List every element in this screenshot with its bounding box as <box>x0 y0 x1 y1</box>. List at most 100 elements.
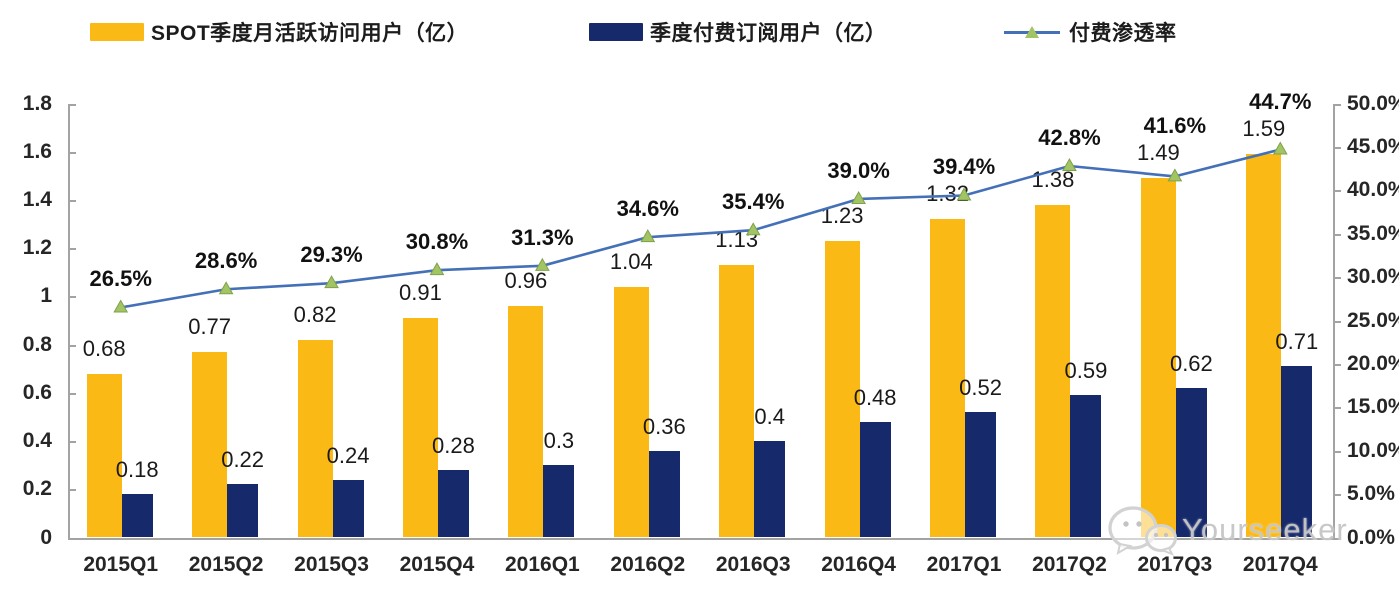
penetration-percent-label: 39.4% <box>932 154 996 180</box>
bar-label-subscribers: 0.59 <box>1064 358 1108 384</box>
x-axis-category-label: 2017Q2 <box>1032 553 1107 576</box>
triangle-marker-icon <box>324 275 339 289</box>
right-axis-tick-label: 50.0% <box>1347 91 1399 115</box>
left-axis-tick <box>68 103 76 106</box>
left-axis-line <box>68 103 70 538</box>
right-axis-tick-label: 40.0% <box>1347 178 1399 202</box>
left-axis-tick <box>68 344 76 347</box>
triangle-marker-icon <box>218 281 234 295</box>
x-axis-category-label: 2015Q1 <box>83 553 159 576</box>
right-axis-tick-label: 45.0% <box>1347 134 1399 158</box>
penetration-percent-label: 31.3% <box>511 224 574 250</box>
penetration-percent-label: 39.0% <box>827 157 890 183</box>
bar-subscribers <box>332 479 364 538</box>
left-axis-tick-label: 0.8 <box>22 332 52 356</box>
bar-mau <box>402 318 438 538</box>
triangle-marker-icon <box>851 190 866 204</box>
penetration-line-swatch <box>1004 23 1060 41</box>
x-axis-category-label: 2016Q2 <box>610 553 686 576</box>
left-axis-tick-label: 1 <box>40 284 52 308</box>
bar-subscribers <box>648 450 680 538</box>
bar-label-mau: 0.96 <box>504 268 548 294</box>
left-axis-tick <box>68 296 76 299</box>
bar-subscribers <box>543 465 575 538</box>
penetration-percent-label: 34.6% <box>616 196 679 222</box>
x-axis-category-label: 2015Q2 <box>188 553 264 576</box>
right-axis-tick <box>1333 494 1341 497</box>
x-axis-line <box>68 537 1335 540</box>
left-axis-tick-label: 0.4 <box>22 429 52 453</box>
bar-subscribers <box>1175 388 1207 538</box>
bar-label-subscribers: 0.62 <box>1169 351 1213 376</box>
legend-item-penetration: 付费渗透率 <box>1004 14 1177 50</box>
bar-subscribers <box>754 441 786 538</box>
x-axis-category-label: 2015Q3 <box>294 553 369 576</box>
penetration-percent-label: 29.3% <box>300 242 363 268</box>
right-axis-tick <box>1333 103 1341 106</box>
bar-label-mau: 1.59 <box>1242 116 1286 142</box>
bar-mau <box>192 351 228 538</box>
mau-legend-swatch <box>90 23 144 41</box>
triangle-marker-icon <box>640 229 656 243</box>
bar-label-mau: 1.49 <box>1136 140 1180 166</box>
legend-label-mau: SPOT季度月活跃访问用户（亿） <box>151 22 469 45</box>
x-axis-category-label: 2016Q1 <box>505 553 580 576</box>
right-axis-tick <box>1333 233 1341 236</box>
left-axis-tick-label: 0.6 <box>22 380 52 404</box>
wechat-icon <box>1108 506 1177 556</box>
right-axis-tick-label: 30.0% <box>1347 265 1399 289</box>
bar-mau <box>719 265 755 538</box>
left-axis-tick-label: 1.8 <box>22 91 52 115</box>
bar-label-mau: 1.04 <box>609 248 653 274</box>
x-axis-category-label: 2015Q4 <box>399 553 475 576</box>
right-axis-tick-label: 15.0% <box>1347 395 1399 419</box>
x-axis-category-label: 2017Q4 <box>1242 553 1318 576</box>
triangle-marker-icon <box>1272 141 1288 155</box>
bar-subscribers <box>227 484 259 538</box>
right-axis-tick-label: 10.0% <box>1347 438 1399 462</box>
bar-label-mau: 0.77 <box>188 313 232 339</box>
bar-label-subscribers: 0.36 <box>642 413 686 439</box>
subscribers-legend-swatch <box>589 23 643 41</box>
bar-label-mau: 1.13 <box>715 227 759 253</box>
right-axis-tick-label: 35.0% <box>1347 221 1399 245</box>
triangle-marker-icon <box>429 262 445 276</box>
right-axis-tick-label: 0.0% <box>1347 525 1395 549</box>
x-axis-category-label: 2017Q1 <box>926 553 1002 576</box>
bar-subscribers <box>121 494 153 538</box>
x-axis-category-label: 2016Q3 <box>715 553 791 576</box>
legend-item-subscribers: 季度付费订阅用户（亿） <box>589 14 887 50</box>
penetration-percent-label: 26.5% <box>89 266 152 292</box>
x-axis-category-label: 2017Q3 <box>1137 553 1213 576</box>
right-axis-tick <box>1333 363 1341 366</box>
legend-label-penetration: 付费渗透率 <box>1069 22 1177 45</box>
bar-label-subscribers: 0.22 <box>221 447 265 473</box>
bar-subscribers <box>965 412 997 538</box>
bar-subscribers <box>859 421 891 538</box>
penetration-percent-label: 28.6% <box>194 248 258 274</box>
bar-label-subscribers: 0.4 <box>754 404 785 430</box>
left-axis-tick <box>68 151 76 154</box>
right-axis-tick-label: 5.0% <box>1347 482 1395 506</box>
right-axis-tick-label: 20.0% <box>1347 351 1399 375</box>
right-axis-tick-label: 25.0% <box>1347 308 1399 332</box>
bar-mau <box>86 373 122 538</box>
bar-subscribers <box>437 469 469 538</box>
legend-triangle-marker-icon <box>1025 26 1039 38</box>
left-axis-tick <box>68 441 76 444</box>
left-axis-tick-label: 1.2 <box>22 236 52 260</box>
left-axis-tick-label: 0 <box>40 525 52 549</box>
triangle-marker-icon <box>113 299 129 313</box>
watermark: Yourseeker <box>1106 503 1348 557</box>
left-axis-tick <box>68 199 76 202</box>
left-axis-tick-label: 0.2 <box>22 477 52 501</box>
bar-subscribers <box>1070 395 1102 538</box>
bar-label-mau: 1.32 <box>926 181 969 207</box>
penetration-percent-label: 44.7% <box>1249 89 1312 115</box>
left-axis-tick <box>68 489 76 492</box>
bar-label-subscribers: 0.18 <box>115 457 159 483</box>
penetration-percent-label: 30.8% <box>405 229 469 255</box>
legend-label-subscribers: 季度付费订阅用户（亿） <box>650 22 887 45</box>
bar-label-subscribers: 0.3 <box>543 428 575 454</box>
bar-mau <box>297 339 333 538</box>
